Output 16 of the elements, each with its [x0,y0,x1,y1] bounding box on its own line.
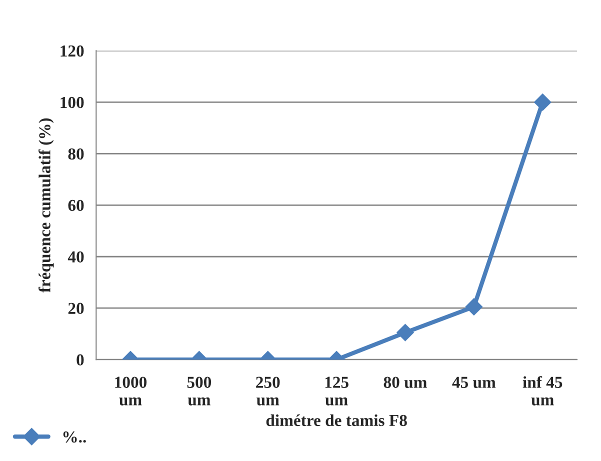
y-tick-label: 0 [76,354,84,366]
x-tick-label: 80 um [384,376,427,388]
x-tick-label: 125 um [325,376,348,406]
x-axis-title: dimétre de tamis F8 [266,414,407,426]
y-tick-label: 20 [68,302,84,314]
y-tick-label: 100 [60,96,84,108]
legend-label: %.. [63,431,86,443]
x-tick-label: 500 um [187,376,212,406]
y-axis-title: fréquence cumulatif (%) [38,118,54,292]
y-tick-label: 80 [68,148,84,160]
y-tick-label: 120 [60,45,84,57]
x-tick-label: 45 um [452,376,496,388]
x-tick-label: inf 45 um [522,376,562,406]
y-tick-label: 40 [68,251,84,263]
x-tick-label: 1000 um [115,376,147,406]
y-tick-label: 60 [68,200,84,212]
